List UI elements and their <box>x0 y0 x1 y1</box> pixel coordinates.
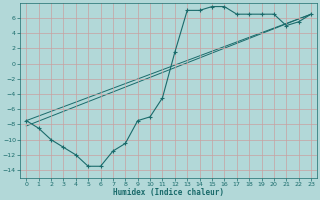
X-axis label: Humidex (Indice chaleur): Humidex (Indice chaleur) <box>113 188 224 197</box>
